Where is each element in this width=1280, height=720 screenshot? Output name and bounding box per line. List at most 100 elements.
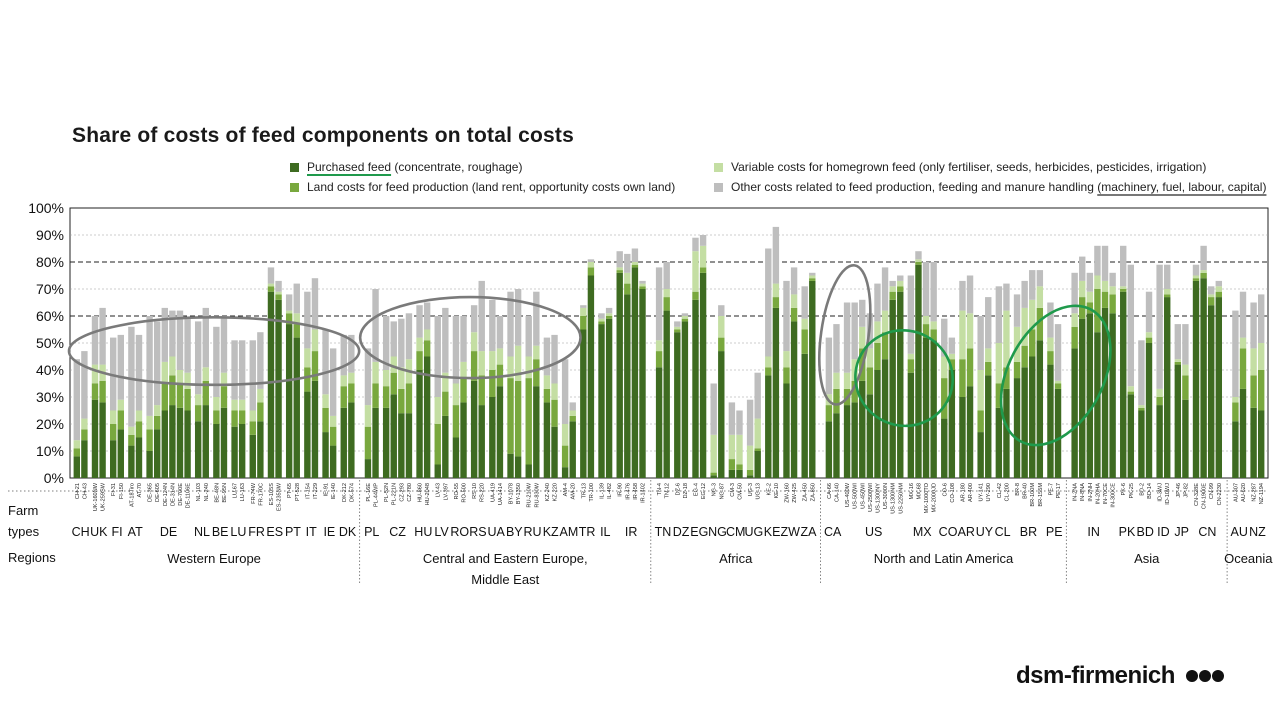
bar-segment [398,367,405,389]
bar-segment [117,334,124,400]
bar-segment [772,226,780,284]
country-label: MX [913,525,932,539]
farm-type-label: PT-528 [295,483,301,501]
bar-segment [1145,337,1153,343]
bar-segment [605,318,613,478]
bar-segment [423,356,431,478]
farm-type-label: CA-66 [827,483,833,499]
bar-segment [293,337,300,478]
bar-segment [551,383,558,400]
logo-dots-icon [1185,670,1224,682]
farm-type-label: DE-314N [170,483,176,506]
farm-type-label: IN-2NH [1088,483,1094,502]
bar-segment [1013,326,1021,362]
bar-segment [772,297,780,308]
bar-segment [587,267,595,276]
bar-segment [790,267,798,295]
bar-segment [398,318,405,368]
legend-variable-costs: Variable costs for homegrown feed (only … [714,160,1206,174]
bar-segment [329,445,337,478]
bar-segment [699,245,707,268]
farm-type-label: IE-140 [331,483,337,499]
bar-segment [416,351,423,370]
bar-segment [1250,348,1257,376]
bar-segment [99,380,106,403]
bar-segment [624,283,631,295]
bar-segment [736,434,743,465]
country-label: HU [414,525,432,539]
bar-segment [128,445,135,478]
bar-segment [91,316,99,365]
bar-segment [783,280,790,352]
farm-type-label: BR-100M [1030,483,1036,507]
legend-label: Other costs related to feed production, … [731,180,1098,194]
bar-segment [1156,264,1163,389]
bar-segment [1071,326,1078,349]
logo-text: dsm-firmenich [1016,662,1175,689]
bar-segment [561,359,569,424]
bar-segment [340,386,347,408]
bar-segment [91,399,99,478]
country-label: DZ [673,525,690,539]
country-label: ES [266,525,283,539]
bar-segment [285,294,293,311]
bar-segment [543,337,551,376]
bar-segment [639,283,646,287]
bar-segment [249,340,256,411]
farm-type-label: CM-3 [730,483,736,497]
bar-segment [655,340,663,352]
farm-type-label: AM-20 [571,483,577,499]
bar-segment [859,326,866,349]
bar-segment [1182,364,1189,376]
bar-segment [959,397,966,478]
farm-type-label: BR-155M [1038,483,1044,507]
bar-segment [859,299,866,327]
bar-segment [881,267,889,311]
bar-segment [966,386,974,478]
bar-segment [985,361,992,376]
bar-segment [922,262,930,316]
country-label: BD [1137,525,1154,539]
bar-segment [202,367,209,381]
chart-title: Share of costs of feed components on tot… [72,124,575,147]
bar-segment [507,453,514,478]
bar-segment [674,332,681,478]
bar-segment [783,383,790,478]
bar-segment [1232,397,1239,403]
legend-land-costs: Land costs for feed production (land ren… [290,180,675,194]
bar-segment [922,316,930,325]
bar-segment [1239,388,1247,478]
farm-type-label: PL-44WP [374,483,380,507]
bar-segment [663,289,670,298]
bar-segment [329,426,337,446]
bar-segment [825,421,833,478]
bar-segment [1258,343,1265,370]
bar-segment [692,291,699,300]
bar-segment [1094,289,1101,333]
bar-segment [639,286,646,289]
farm-type-label: MX-2000JD [932,483,938,513]
bar-segment [543,388,551,403]
farm-type-label: IE-91 [324,483,330,496]
bar-segment [624,272,631,284]
bar-segment [1013,378,1021,478]
bar-segment [249,410,256,422]
bar-segment [889,280,896,287]
region-label: Central and Eastern Europe, [423,551,588,566]
bar-segment [257,402,264,422]
farm-type-label: PE-17 [1056,483,1062,499]
bar-segment [496,348,504,365]
bar-segment [398,388,405,414]
farm-type-label: HU-860 [418,483,424,502]
bar-segment [146,451,153,478]
region-label-line2: Middle East [471,572,539,587]
bar-segment [631,267,639,478]
farm-type-label: TN-12 [665,483,671,499]
bar-segment [995,343,1003,384]
farm-type-label: US-450WI [860,483,866,509]
bar-segment [959,310,966,360]
bar-segment [135,421,143,438]
bar-segment [1232,310,1239,397]
bar-segment [1101,291,1109,308]
bar-segment [73,448,80,457]
